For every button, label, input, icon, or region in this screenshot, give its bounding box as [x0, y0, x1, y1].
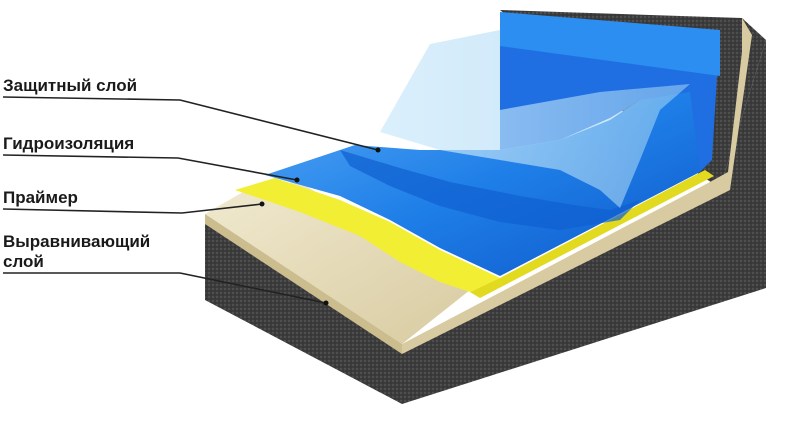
protective-layer — [380, 30, 690, 208]
leader-line-waterproofing — [2, 154, 179, 159]
label-leveling-line2: слой — [3, 252, 44, 271]
pointer-primer — [259, 201, 265, 207]
leader-line-waterproofing-diag — [177, 157, 298, 181]
leader-line-primer — [2, 208, 183, 214]
label-leveling-line1: Выравнивающий — [3, 232, 151, 251]
leader-line-protective — [2, 96, 181, 101]
concrete-base-side — [402, 40, 766, 404]
pointer-leveling — [323, 300, 329, 306]
waterproofing-wave — [340, 150, 640, 230]
label-protective-layer: Защитный слой — [3, 76, 138, 95]
leveling-layer — [205, 182, 470, 344]
leader-line-primer-diag — [181, 203, 263, 214]
label-leveling-layer: Выравнивающий слой — [3, 232, 150, 272]
concrete-base-front — [205, 222, 402, 404]
waterproofing-wall-top — [500, 12, 720, 76]
pointer-protective — [375, 147, 381, 153]
primer-layer-strip — [470, 170, 714, 298]
pointer-waterproofing — [294, 177, 300, 183]
leader-line-protective-diag — [179, 99, 379, 151]
leveling-layer-edge — [205, 214, 402, 354]
label-waterproofing: Гидроизоляция — [3, 134, 135, 153]
primer-layer — [235, 178, 500, 292]
leader-line-leveling-diag — [179, 272, 327, 304]
label-primer: Праймер — [3, 188, 78, 207]
